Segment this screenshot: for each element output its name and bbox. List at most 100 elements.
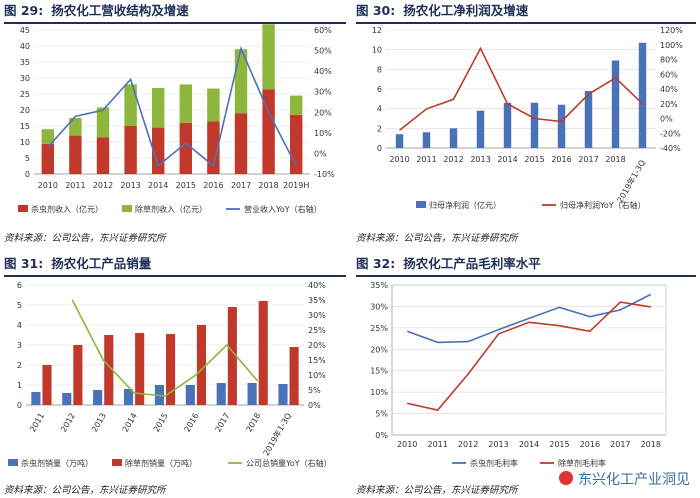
y2-tick-label: -40%	[660, 144, 681, 153]
x-tick-label: 2018	[641, 440, 661, 449]
figure-title: 扬农化工产品毛利率水平	[403, 256, 541, 271]
figure-title: 扬农化工净利润及增速	[403, 3, 529, 18]
x-tick-label: 2014	[497, 155, 517, 164]
x-tick-label: 2011	[65, 181, 85, 190]
y2-tick-label: 40%	[308, 281, 326, 290]
bar	[638, 42, 647, 148]
bar	[262, 24, 275, 90]
y2-tick-label: 20%	[308, 341, 326, 350]
x-tick-label: 2011	[416, 155, 436, 164]
chart-title: 图 30: 扬农化工净利润及增速	[356, 0, 696, 22]
y2-tick-label: 0%	[308, 401, 321, 410]
bar	[124, 84, 137, 126]
y-tick-label: 2	[377, 124, 382, 133]
x-tick-label: 2013	[470, 155, 490, 164]
bar	[96, 107, 110, 138]
legend-label: 归母净利润（亿元）	[429, 200, 501, 210]
chart-title: 图 32: 扬农化工产品毛利率水平	[356, 253, 696, 275]
bar	[42, 365, 52, 405]
plot-border	[391, 284, 667, 436]
figure-number: 图 30:	[356, 3, 396, 18]
watermark-badge: 东兴化工产业洞见	[556, 468, 694, 490]
bar	[179, 122, 193, 174]
bar	[73, 345, 83, 405]
x-tick-label: 2018	[258, 181, 278, 190]
y-tick-label: 5	[17, 301, 22, 310]
x-tick-label: 2012	[59, 412, 77, 434]
bar	[234, 49, 248, 114]
bar	[503, 102, 512, 148]
y2-tick-label: 30%	[314, 88, 332, 97]
y-tick-label: 2	[17, 361, 22, 370]
bar	[41, 143, 55, 174]
y-tick-label: 0	[377, 144, 382, 153]
bar	[216, 383, 226, 405]
x-tick-label: 2016	[551, 155, 571, 164]
bar	[196, 325, 207, 405]
y2-tick-label: 80%	[660, 56, 678, 65]
y2-tick-label: 60%	[314, 26, 332, 35]
bar	[207, 88, 220, 122]
legend-swatch	[8, 459, 18, 466]
legend-label: 公司总销量YoY（右轴）	[246, 458, 332, 468]
bar	[104, 335, 114, 405]
title-rule	[4, 275, 346, 277]
legend-label: 归母净利润YoY（右轴）	[560, 200, 646, 210]
legend-swatch	[416, 201, 426, 208]
x-tick-label: 2010	[397, 440, 417, 449]
y2-tick-label: 5%	[308, 386, 321, 395]
x-tick-label: 2017	[231, 181, 251, 190]
bar	[124, 126, 137, 174]
series-line	[406, 293, 652, 344]
panel-fig29: 图 29: 扬农化工营收结构及增速 0 5 10 15 20 25 30 35 40 45 -10% 0…	[4, 0, 346, 249]
bar	[123, 389, 134, 405]
y-tick-label: 12	[372, 26, 382, 35]
x-tick-label: 2014	[148, 181, 168, 190]
legend-swatch	[18, 205, 28, 212]
bar	[31, 392, 41, 405]
y2-tick-label: 10%	[314, 129, 332, 138]
y-tick-label: 5%	[375, 410, 388, 419]
series-line	[399, 46, 644, 131]
y2-tick-label: 120%	[660, 26, 683, 35]
bar	[96, 137, 110, 174]
y2-tick-label: 30%	[308, 311, 326, 320]
figure-title: 扬农化工产品销量	[51, 256, 152, 271]
y2-tick-label: 0%	[660, 115, 673, 124]
bar	[449, 128, 458, 148]
bar	[584, 90, 593, 148]
y-tick-label: 4	[17, 321, 22, 330]
x-tick-label: 2012	[93, 181, 113, 190]
y2-tick-label: 50%	[314, 47, 332, 56]
figure-number: 图 29:	[4, 3, 44, 18]
y-tick-label: 30	[20, 74, 30, 83]
x-tick-label: 2014	[121, 412, 139, 434]
y-tick-label: 35	[20, 58, 30, 67]
x-tick-label: 2015	[549, 440, 569, 449]
bar	[151, 87, 165, 128]
legend-label: 杀虫剂毛利率	[470, 458, 518, 468]
x-tick-label: 2010	[389, 155, 409, 164]
title-rule	[356, 275, 696, 277]
y-tick-label: 0%	[375, 431, 388, 440]
x-tick-label: 2017	[214, 412, 232, 434]
x-tick-label: 2014	[519, 440, 539, 449]
legend-label: 除草剂毛利率	[558, 458, 606, 468]
y-tick-label: 5	[25, 154, 30, 163]
x-tick-label: 2010	[38, 181, 58, 190]
chart-title: 图 29: 扬农化工营收结构及增速	[4, 0, 346, 22]
x-tick-label: 2013	[90, 412, 108, 434]
bar	[395, 134, 404, 148]
chart-fig31: 0 1 2 3 4 5 6 0% 5% 10% 15% 20% 25% 30% 35% 40% 2011 2012…	[8, 281, 332, 468]
figure-title: 扬农化工营收结构及增速	[51, 3, 189, 18]
bar	[247, 383, 257, 405]
x-tick-label: 2011	[28, 412, 46, 434]
x-tick-label: 2012	[443, 155, 463, 164]
bar	[476, 110, 485, 148]
title-rule	[4, 22, 346, 24]
x-tick-label: 2018	[605, 155, 625, 164]
bar	[278, 384, 288, 405]
series-line	[47, 45, 297, 168]
x-tick-label: 2015	[524, 155, 544, 164]
y2-tick-label: 0%	[314, 149, 327, 158]
